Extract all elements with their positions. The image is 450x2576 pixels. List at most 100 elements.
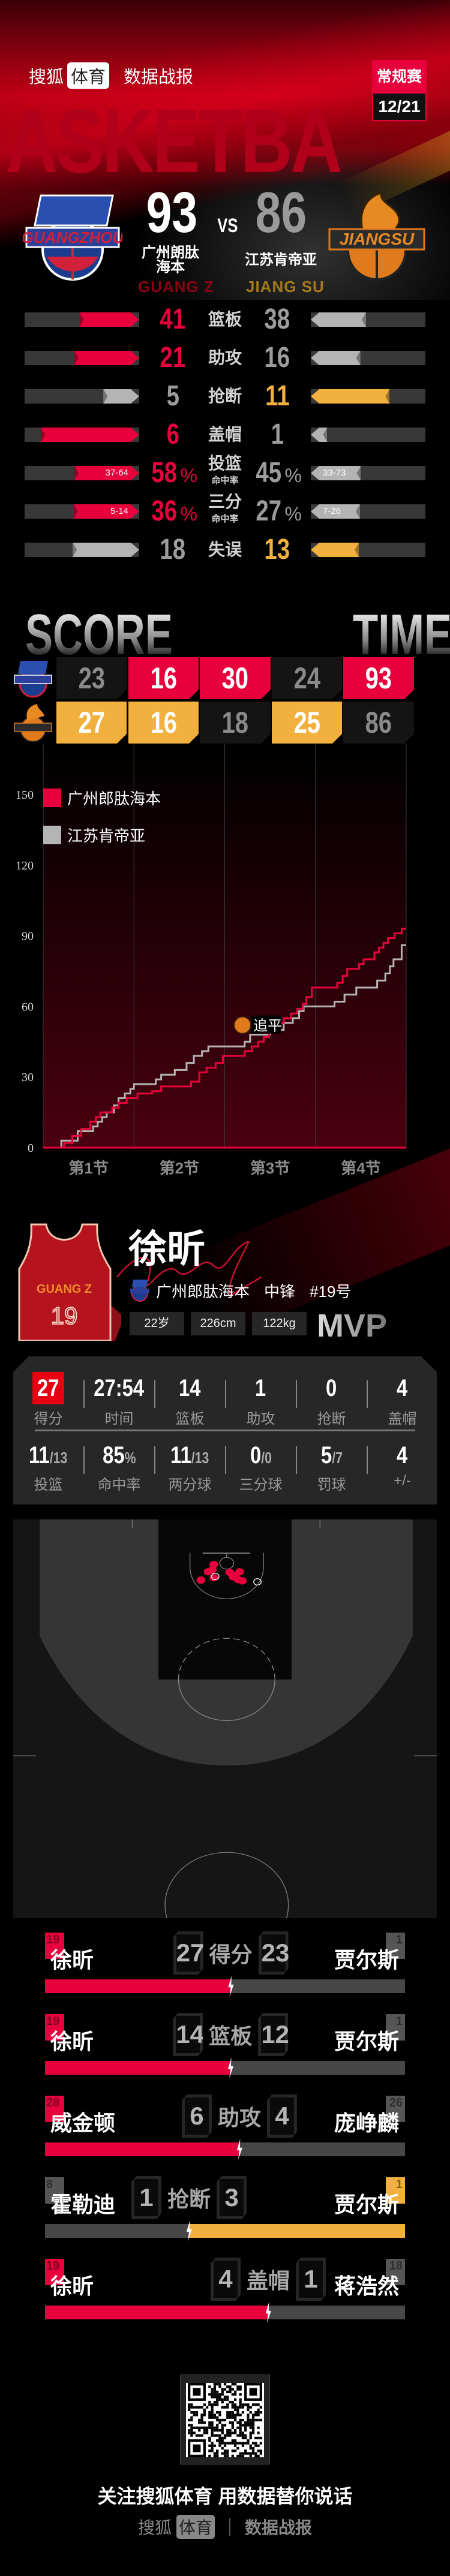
qr-module xyxy=(241,2444,245,2447)
home-score: 93 xyxy=(136,184,208,242)
free-throw-circle-bottom xyxy=(178,1679,275,1721)
left-value-box: 14 xyxy=(173,2013,203,2056)
qr-module xyxy=(254,2452,257,2455)
qr-module xyxy=(249,2454,252,2457)
comparison-values: 6 助攻 4 xyxy=(182,2094,297,2138)
score-value: 86 xyxy=(365,706,392,739)
player-stat-value: 0 xyxy=(326,1375,337,1401)
value-main: 4 xyxy=(397,1442,408,1468)
comparison-label: 抢断 xyxy=(167,2187,211,2211)
stat-label: 抢断 xyxy=(208,387,242,405)
player-stat-label: +/- xyxy=(394,1473,411,1489)
qr-module xyxy=(213,2393,217,2396)
home-team-name: 广州朗肽海本 xyxy=(142,245,199,275)
qr-module xyxy=(241,2442,245,2445)
player-stat-label: 抢断 xyxy=(317,1411,346,1427)
qr-module xyxy=(208,2414,211,2416)
qr-module xyxy=(198,2418,201,2422)
left-jersey-badge: 19 xyxy=(45,2014,64,2041)
left-stat-value: 6 xyxy=(143,420,203,449)
qr-module xyxy=(216,2454,219,2457)
vs-text: VS xyxy=(217,215,238,236)
right-stat-value: 13 xyxy=(247,535,307,564)
footer-brand-box: 体育 xyxy=(176,2515,215,2539)
x-tick-label: 第3节 xyxy=(250,1159,290,1177)
qr-code[interactable] xyxy=(186,2383,264,2457)
qr-module xyxy=(239,2400,242,2404)
right-stat-bar xyxy=(311,543,425,557)
qr-module xyxy=(203,2431,206,2434)
left-jersey-badge: 19 xyxy=(45,1933,64,1959)
qr-module xyxy=(249,2431,252,2434)
qr-module xyxy=(241,2452,245,2455)
left-player-name: 霍勒迪 xyxy=(50,2192,116,2217)
qr-module xyxy=(254,2454,257,2457)
qr-module xyxy=(244,2426,247,2429)
right-jersey-badge: 1 xyxy=(386,1933,405,1959)
restricted-area xyxy=(189,1552,264,1599)
left-stat-fill: 5-14 xyxy=(74,504,139,519)
right-value-box: 4 xyxy=(267,2094,297,2138)
right-stat-detail: 7-26 xyxy=(323,506,341,516)
right-stat-bar: 33-73 xyxy=(311,466,425,480)
qr-module xyxy=(241,2418,245,2422)
qr-module xyxy=(190,2428,193,2432)
qr-module xyxy=(251,2424,255,2427)
right-stat-number: 13 xyxy=(264,534,290,565)
qr-module xyxy=(249,2436,252,2440)
left-stat-number: 21 xyxy=(160,342,186,374)
away-quarter-score: 27 xyxy=(56,702,127,744)
qr-module xyxy=(231,2388,234,2391)
qr-module xyxy=(233,2449,237,2452)
series-line-0 xyxy=(43,928,406,1149)
qr-module xyxy=(193,2411,196,2414)
comparison-values: 4 盖帽 1 xyxy=(211,2258,326,2301)
qr-module xyxy=(218,2411,221,2414)
left-stat-bar: 5-14 xyxy=(25,504,139,519)
qr-module xyxy=(247,2406,250,2409)
footer-brand: 搜狐 体育 数据战报 xyxy=(0,2515,450,2539)
player-stat: 4 +/- xyxy=(367,1440,437,1489)
qr-module xyxy=(216,2426,219,2429)
right-player-name: 贾尔斯 xyxy=(334,1948,399,1972)
qr-module xyxy=(236,2446,239,2450)
qr-module xyxy=(231,2411,234,2414)
lightning-icon xyxy=(186,2220,192,2241)
player-stat-label: 命中率 xyxy=(97,1477,141,1493)
qr-module xyxy=(259,2436,262,2440)
qr-module xyxy=(190,2424,193,2427)
right-stat-value: 11 xyxy=(247,382,307,411)
report-title: 数据战报 xyxy=(124,68,194,87)
qr-module xyxy=(221,2439,224,2442)
qr-module xyxy=(195,2414,199,2416)
qr-module xyxy=(193,2414,196,2416)
value-main: 85 xyxy=(102,1442,125,1468)
qr-module xyxy=(247,2424,250,2427)
qr-module xyxy=(208,2400,211,2404)
qr-module xyxy=(244,2403,247,2406)
player-stat-label: 得分 xyxy=(34,1411,63,1427)
qr-module xyxy=(249,2424,252,2427)
qr-module xyxy=(223,2424,227,2427)
y-tick-label: 0 xyxy=(28,1142,34,1155)
right-stat-fill xyxy=(311,543,359,557)
player-age: 22岁 xyxy=(130,1312,184,1335)
qr-module xyxy=(203,2426,206,2429)
qr-module xyxy=(211,2403,214,2406)
qr-module xyxy=(218,2444,221,2447)
qr-module xyxy=(251,2421,255,2424)
qr-module xyxy=(251,2416,255,2419)
left-fill xyxy=(45,2061,231,2075)
left-stat-bar xyxy=(25,351,139,365)
qr-module xyxy=(247,2442,250,2445)
qr-module xyxy=(247,2421,250,2424)
value-main: 5 xyxy=(320,1442,332,1468)
brand-box: 体育 xyxy=(67,62,110,89)
qr-module xyxy=(229,2414,232,2416)
qr-module xyxy=(251,2446,255,2450)
qr-module xyxy=(239,2403,242,2406)
qr-module xyxy=(257,2418,260,2422)
qr-module xyxy=(208,2424,211,2427)
bar-notch xyxy=(74,351,79,365)
qr-module xyxy=(216,2393,219,2396)
